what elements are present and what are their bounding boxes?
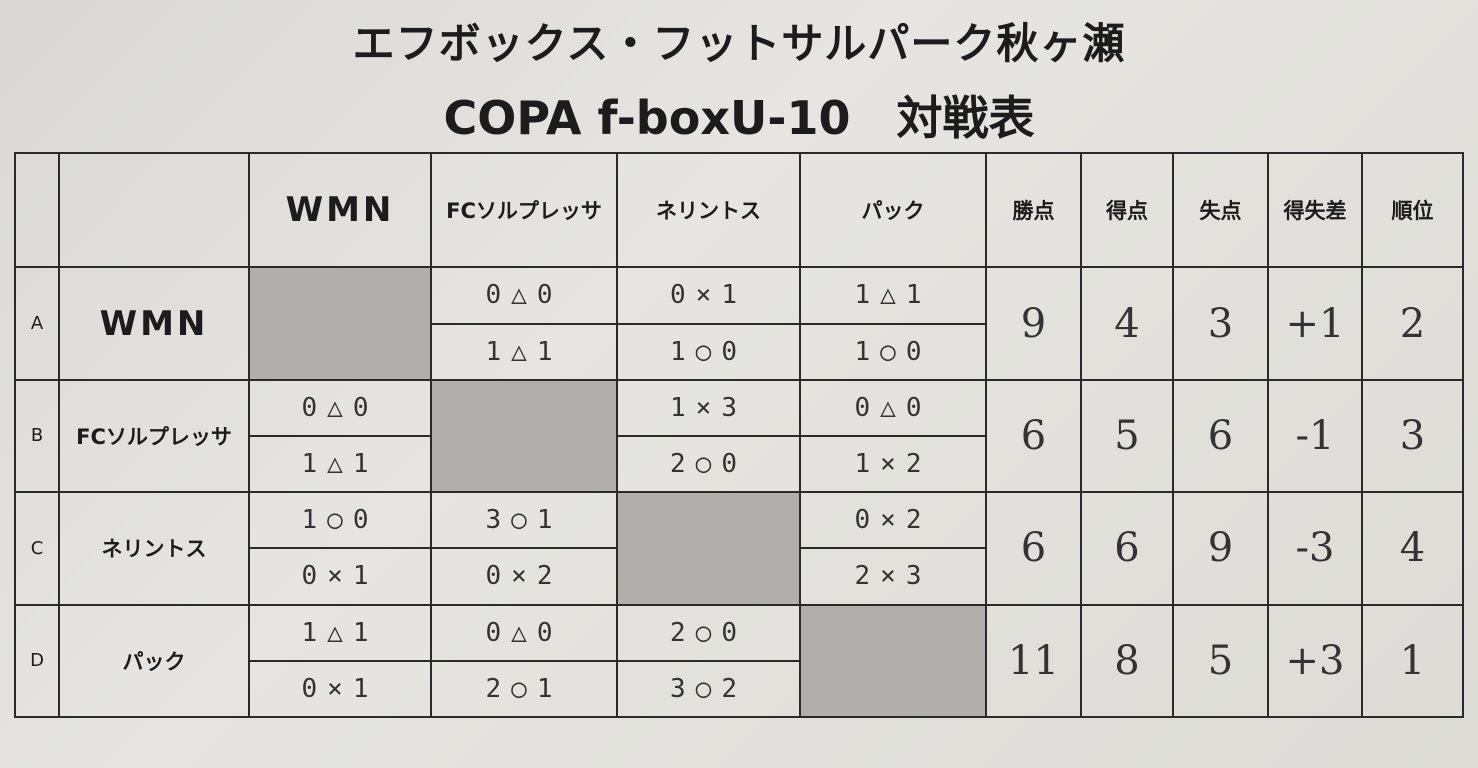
score-cell: 0△0 bbox=[248, 378, 432, 437]
col-header-goals-for: 得点 bbox=[1080, 151, 1174, 269]
col-header-goals-against: 失点 bbox=[1172, 151, 1269, 269]
corner-cell-team bbox=[58, 151, 250, 269]
table-row: 0×1 2○1 3○2 bbox=[15, 659, 1463, 719]
goal-diff-value: +1 bbox=[1267, 266, 1363, 381]
col-header-team-2: FCソルプレッサ bbox=[430, 151, 618, 269]
goals-against-value: 9 bbox=[1172, 491, 1269, 606]
row-label: B bbox=[14, 378, 60, 494]
header-row: WMN FCソルプレッサ ネリントス パック 勝点 得点 失点 得失差 順位 bbox=[14, 151, 1464, 269]
score-cell: 0△0 bbox=[430, 266, 618, 325]
score-cell: 1△1 bbox=[799, 266, 987, 325]
score-cell: 1×3 bbox=[616, 378, 801, 437]
corner-cell bbox=[14, 151, 60, 269]
row-team-name: ネリントス bbox=[58, 491, 250, 606]
score-cell: 1○0 bbox=[248, 491, 432, 550]
row-team-name: パック bbox=[58, 603, 250, 719]
self-match-cell bbox=[799, 603, 987, 719]
col-header-rank: 順位 bbox=[1361, 151, 1464, 269]
score-cell: 3○2 bbox=[616, 659, 801, 719]
score-cell: 0×1 bbox=[248, 659, 432, 719]
score-cell: 2○0 bbox=[616, 434, 801, 494]
col-header-goal-diff: 得失差 bbox=[1267, 151, 1363, 269]
col-header-points: 勝点 bbox=[985, 151, 1082, 269]
table-row: A WMN 0△0 0×1 1△1 9 4 3 +1 2 bbox=[14, 266, 1464, 381]
goals-against-value: 3 bbox=[1172, 266, 1269, 381]
points-value: 9 bbox=[985, 266, 1082, 381]
score-cell: 2○0 bbox=[616, 603, 801, 662]
rank-value: 2 bbox=[1361, 266, 1464, 381]
score-cell: 1×2 bbox=[799, 434, 987, 494]
goal-diff-value: -1 bbox=[1267, 378, 1363, 494]
table-row: D パック 1△1 0△0 2○0 11 8 5 +3 1 bbox=[14, 603, 1464, 719]
match-table: WMN FCソルプレッサ ネリントス パック 勝点 得点 失点 得失差 順位 A… bbox=[14, 151, 1464, 719]
table-row: 1△1 1○0 1○0 bbox=[15, 322, 1463, 381]
goal-diff-value: +3 bbox=[1267, 603, 1363, 719]
score-cell: 2×3 bbox=[799, 547, 987, 606]
goal-diff-value: -3 bbox=[1267, 491, 1363, 606]
points-value: 11 bbox=[985, 603, 1082, 719]
table-row: 1△1 2○0 1×2 bbox=[15, 434, 1463, 494]
score-cell: 0×1 bbox=[616, 266, 801, 325]
points-value: 6 bbox=[985, 491, 1082, 606]
self-match-cell bbox=[430, 378, 618, 494]
self-match-cell bbox=[616, 491, 801, 606]
row-label: A bbox=[14, 266, 60, 381]
table-row: 0×1 0×2 2×3 bbox=[15, 547, 1463, 606]
page-title: エフボックス・フットサルパーク秋ヶ瀬 bbox=[352, 19, 1126, 68]
goals-against-value: 6 bbox=[1172, 378, 1269, 494]
row-team-name: FCソルプレッサ bbox=[58, 378, 250, 494]
score-cell: 0×2 bbox=[799, 491, 987, 550]
score-cell: 1△1 bbox=[430, 322, 618, 381]
score-cell: 3○1 bbox=[430, 491, 618, 550]
table-row: C ネリントス 1○0 3○1 0×2 6 6 9 -3 4 bbox=[14, 491, 1464, 606]
score-cell: 2○1 bbox=[430, 659, 618, 719]
score-cell: 1△1 bbox=[248, 603, 432, 662]
row-team-name: WMN bbox=[58, 266, 250, 381]
goals-for-value: 6 bbox=[1080, 491, 1174, 606]
goals-against-value: 5 bbox=[1172, 603, 1269, 719]
score-cell: 0×1 bbox=[248, 547, 432, 606]
score-cell: 1△1 bbox=[248, 434, 432, 494]
score-cell: 1○0 bbox=[616, 322, 801, 381]
goals-for-value: 8 bbox=[1080, 603, 1174, 719]
row-label: C bbox=[14, 491, 60, 606]
col-header-team-4: パック bbox=[799, 151, 987, 269]
self-match-cell bbox=[248, 266, 432, 381]
page-subtitle: COPA f-boxU-10 対戦表 bbox=[443, 91, 1035, 145]
col-header-team-1: WMN bbox=[248, 151, 432, 269]
row-label: D bbox=[14, 603, 60, 719]
rank-value: 4 bbox=[1361, 491, 1464, 606]
table-row: B FCソルプレッサ 0△0 1×3 0△0 6 5 6 -1 3 bbox=[14, 378, 1464, 494]
col-header-team-3: ネリントス bbox=[616, 151, 801, 269]
score-cell: 1○0 bbox=[799, 322, 987, 381]
points-value: 6 bbox=[985, 378, 1082, 494]
score-cell: 0×2 bbox=[430, 547, 618, 606]
rank-value: 3 bbox=[1361, 378, 1464, 494]
rank-value: 1 bbox=[1361, 603, 1464, 719]
score-cell: 0△0 bbox=[430, 603, 618, 662]
goals-for-value: 5 bbox=[1080, 378, 1174, 494]
goals-for-value: 4 bbox=[1080, 266, 1174, 381]
match-table-sheet: WMN FCソルプレッサ ネリントス パック 勝点 得点 失点 得失差 順位 A… bbox=[14, 151, 1464, 719]
score-cell: 0△0 bbox=[799, 378, 987, 437]
